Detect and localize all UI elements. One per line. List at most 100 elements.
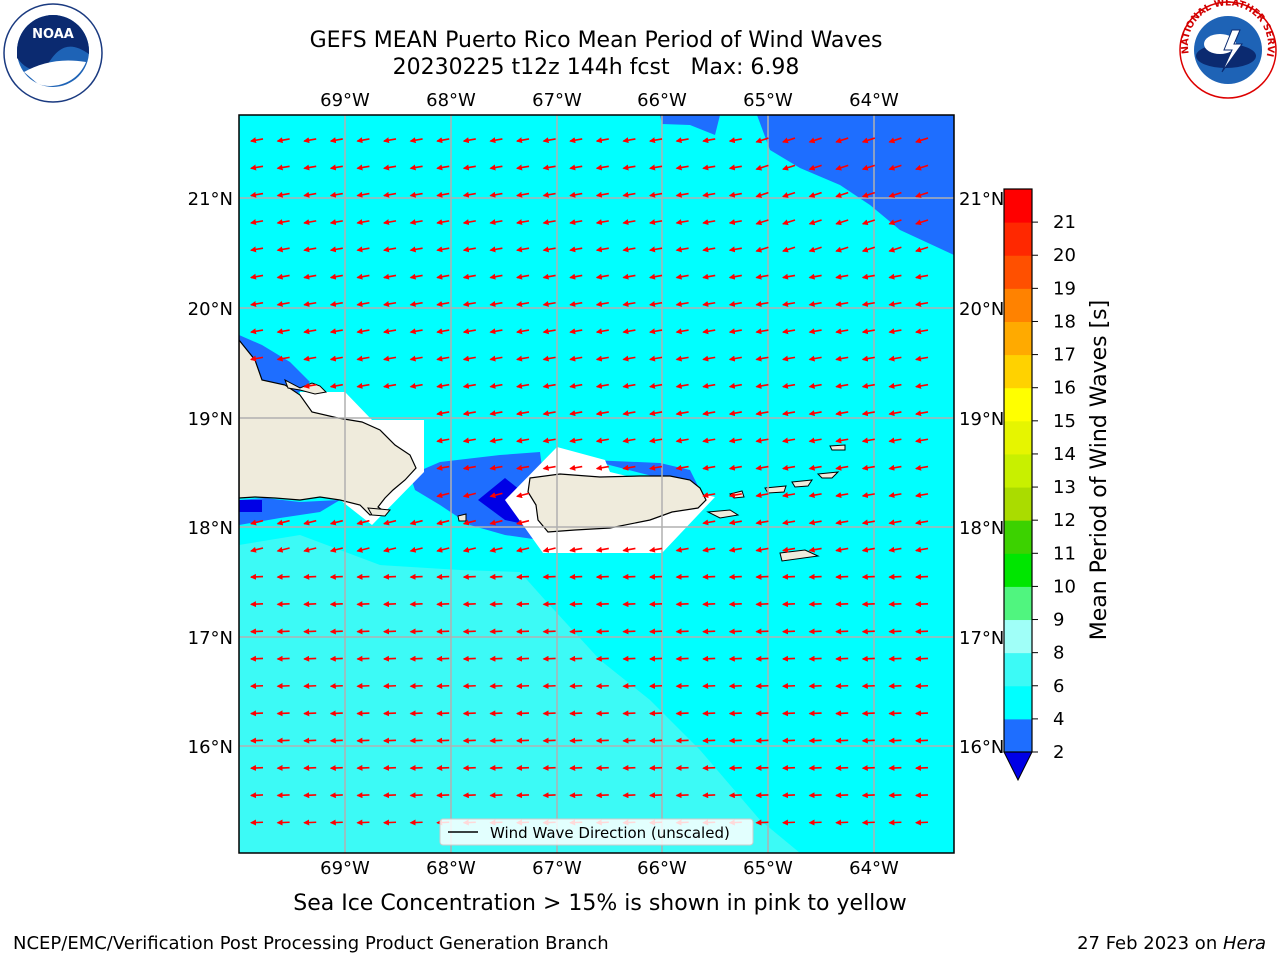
wind-wave-arrow: [888, 219, 902, 226]
colorbar-tick-label: 8: [1053, 643, 1064, 664]
wind-wave-arrow: [622, 683, 636, 690]
wind-wave-arrow: [595, 437, 609, 444]
land-virgin-gorda: [816, 471, 840, 479]
wind-wave-arrow: [808, 737, 822, 744]
wind-wave-arrow: [569, 710, 583, 717]
wind-wave-arrow: [675, 355, 689, 362]
wind-wave-arrow: [675, 137, 689, 144]
wind-wave-arrow: [675, 655, 689, 662]
colorbar-segment: [1004, 189, 1032, 223]
wind-wave-arrow: [489, 655, 503, 662]
wind-wave-arrow: [436, 628, 450, 635]
wind-wave-arrow: [649, 792, 663, 799]
ocean-6-8: [239, 535, 800, 853]
wind-wave-arrow: [728, 573, 742, 580]
wind-wave-arrow: [861, 573, 875, 580]
wind-wave-arrow: [409, 628, 423, 635]
lat-label: 19°N: [959, 409, 1004, 430]
wind-wave-arrow: [250, 655, 264, 662]
wind-wave-arrow: [436, 164, 450, 171]
wind-wave-arrow: [808, 601, 822, 608]
wind-wave-arrow: [356, 219, 370, 226]
wind-wave-arrow: [595, 628, 609, 635]
wind-wave-arrow: [702, 764, 716, 771]
wind-wave-arrow: [489, 710, 503, 717]
wind-wave-arrow: [808, 382, 822, 389]
wind-wave-arrow: [489, 573, 503, 580]
wind-wave-arrow: [516, 573, 530, 580]
wind-wave-arrow: [649, 683, 663, 690]
wind-wave-arrow: [383, 710, 397, 717]
wind-wave-arrow: [462, 464, 476, 471]
wind-wave-arrow: [489, 382, 503, 389]
wind-wave-arrow: [436, 219, 450, 226]
wind-wave-arrow: [542, 355, 556, 362]
wind-wave-arrow: [276, 655, 290, 662]
wind-wave-arrow: [675, 410, 689, 417]
wind-wave-arrow: [755, 164, 769, 171]
wind-wave-arrow: [542, 655, 556, 662]
wind-wave-arrow: [329, 764, 343, 771]
wind-wave-arrow: [409, 301, 423, 307]
wind-wave-arrow: [569, 683, 583, 690]
wind-wave-arrow: [915, 628, 929, 635]
wind-wave-arrow: [542, 628, 556, 635]
wind-wave-arrow: [329, 573, 343, 580]
wind-wave-arrow: [489, 764, 503, 771]
wind-wave-arrow: [915, 246, 929, 253]
wind-wave-arrow: [356, 382, 370, 389]
lon-label: 66°W: [637, 858, 687, 879]
lat-label: 18°N: [959, 518, 1004, 539]
wind-wave-arrow: [861, 683, 875, 690]
wind-wave-arrow: [915, 819, 929, 826]
land-anegada: [829, 444, 846, 451]
wind-wave-arrow: [675, 628, 689, 635]
wind-wave-arrow: [861, 273, 875, 280]
wind-wave-arrow: [250, 355, 264, 362]
wind-wave-arrow: [250, 273, 264, 280]
wind-wave-arrow: [462, 492, 476, 499]
wind-wave-arrow: [516, 328, 530, 335]
wind-wave-arrow: [702, 219, 716, 226]
wind-wave-arrow: [675, 191, 689, 198]
wind-wave-arrow: [250, 628, 264, 635]
lon-labels-top: 69°W 68°W 67°W 66°W 65°W 64°W: [320, 90, 899, 111]
wind-wave-arrow: [595, 655, 609, 662]
wind-wave-arrow: [569, 301, 583, 307]
wind-wave-arrow: [649, 437, 663, 444]
wind-wave-arrow: [808, 710, 822, 717]
wind-wave-arrow: [622, 628, 636, 635]
wind-wave-arrow: [888, 764, 902, 771]
wind-wave-arrow: [276, 683, 290, 690]
wind-wave-arrow: [861, 819, 875, 826]
wind-wave-arrow: [542, 710, 556, 717]
wind-wave-arrow: [861, 737, 875, 744]
wind-wave-arrow: [489, 519, 503, 526]
wind-wave-arrow: [276, 355, 290, 362]
lon-label: 67°W: [532, 858, 582, 879]
lat-label: 17°N: [959, 628, 1004, 649]
wind-wave-arrow: [595, 764, 609, 771]
wind-wave-arrow: [276, 219, 290, 226]
wind-wave-arrow: [888, 519, 902, 526]
wind-wave-arrow: [755, 246, 769, 253]
wind-wave-arrow: [782, 546, 796, 553]
wind-wave-arrow: [462, 164, 476, 171]
wind-wave-arrow: [542, 683, 556, 690]
wind-wave-arrow: [329, 819, 343, 826]
wind-wave-arrow: [356, 164, 370, 171]
wind-wave-arrow: [728, 764, 742, 771]
wind-wave-arrow: [728, 382, 742, 389]
wind-wave-arrow: [755, 464, 769, 471]
wind-wave-arrow: [835, 655, 849, 662]
wind-wave-arrow: [755, 764, 769, 771]
wind-wave-arrow: [702, 382, 716, 389]
wind-wave-arrow: [276, 764, 290, 771]
wind-wave-arrow: [542, 464, 556, 471]
wind-wave-arrow: [915, 355, 929, 362]
sea-ice-note: Sea Ice Concentration > 15% is shown in …: [293, 891, 907, 916]
wind-wave-arrow: [383, 683, 397, 690]
wind-wave-arrow: [303, 219, 317, 226]
wind-wave-arrow: [755, 137, 769, 144]
wind-wave-arrow: [808, 137, 822, 144]
